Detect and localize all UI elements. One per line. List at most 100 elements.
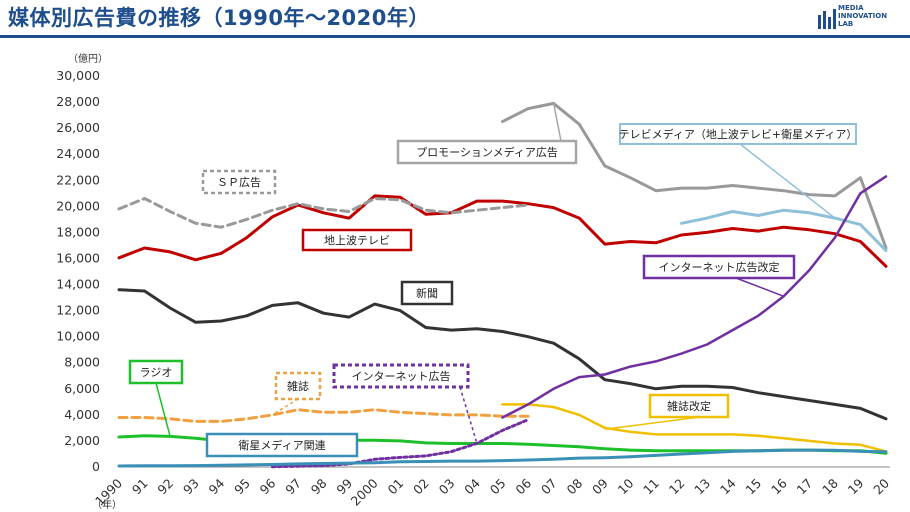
y-tick-label: 18,000 [56, 224, 100, 239]
x-tick-label: 11 [640, 476, 662, 498]
series-line-satellite [117, 448, 888, 468]
series-line-terrestrial_tv [117, 194, 888, 268]
y-tick-label: 16,000 [56, 250, 100, 265]
x-tick-label: 13 [691, 476, 713, 498]
series-layer [117, 101, 888, 469]
series-line-magazine_revised [501, 403, 888, 453]
annotation-tv_media: テレビメディア（地上波テレビ+衛星メディア） [619, 123, 858, 219]
annotation-box [400, 280, 454, 306]
x-tick-label: 97 [282, 476, 304, 498]
x-tick-label: 98 [308, 475, 330, 497]
annotation-label: インターネット広告改定 [659, 260, 780, 274]
annotation-promotion: プロモーションメディア広告 [396, 103, 578, 165]
series-line-magazine [117, 408, 530, 423]
annotation-box [619, 123, 857, 145]
page-title: 媒体別広告費の推移（1990年～2020年） [8, 6, 430, 30]
y-tick-label: 8,000 [64, 355, 100, 370]
x-tick-label: 93 [180, 476, 202, 498]
annotation-label: ラジオ [140, 366, 173, 379]
title-divider [0, 35, 910, 38]
annotation-leader-line [604, 416, 701, 430]
y-tick-label: 24,000 [56, 146, 100, 161]
annotation-newspaper: 新聞 [400, 280, 454, 306]
x-tick-label: 96 [257, 475, 279, 497]
y-tick-label: 12,000 [56, 303, 100, 318]
annotation-magazine: 雑誌 [272, 371, 322, 416]
series-line-sp [117, 197, 530, 229]
x-tick-label: 12 [666, 476, 688, 498]
x-tick-label: 07 [538, 476, 560, 498]
annotation-leader-line [739, 143, 836, 219]
annotation-box [301, 228, 413, 252]
annotation-radio: ラジオ [128, 359, 184, 437]
annotation-terrestrial_tv: 地上波テレビ [301, 228, 413, 252]
annotation-leader-line [735, 277, 785, 297]
x-tick-label: 92 [154, 476, 176, 498]
annotation-box [332, 363, 470, 389]
x-tick-label: 02 [410, 476, 432, 498]
annotation-leader-line [459, 386, 478, 444]
logo-text: MEDIA INNOVATION LAB [838, 4, 887, 28]
x-tick-label: 2000 [348, 475, 381, 508]
x-tick-label: 01 [385, 476, 407, 498]
x-tick-label: 18 [819, 475, 841, 497]
annotation-label: インターネット広告 [352, 370, 451, 383]
x-tick-label: 06 [512, 475, 534, 497]
y-tick-label: 10,000 [56, 329, 100, 344]
x-tick-label: 08 [563, 475, 585, 497]
y-tick-label: 4,000 [64, 407, 100, 422]
series-line-newspaper [117, 288, 888, 421]
y-tick-label: 30,000 [56, 68, 100, 83]
logo-line-3: LAB [838, 20, 854, 28]
annotation-label: 地上波テレビ [324, 234, 390, 247]
annotation-sp: ＳＰ広告 [201, 169, 277, 195]
annotation-magazine_revised: 雑誌改定 [604, 393, 730, 430]
y-tick-label: 6,000 [64, 381, 100, 396]
annotation-box [201, 169, 277, 195]
logo-line-1: MEDIA [838, 4, 864, 12]
x-tick-label: 09 [589, 475, 611, 497]
series-line-tv_media [680, 208, 888, 253]
y-tick-label: 20,000 [56, 198, 100, 213]
series-line-promotion [501, 101, 888, 250]
annotation-label: プロモーションメディア広告 [416, 145, 558, 159]
x-tick-label: 05 [487, 476, 509, 498]
annotation-box [642, 254, 796, 280]
x-tick-label: 20 [870, 475, 892, 497]
annotation-label: 雑誌改定 [667, 399, 711, 413]
annotation-box [648, 393, 730, 419]
y-tick-label: 26,000 [56, 120, 100, 135]
annotation-label: ＳＰ広告 [217, 176, 261, 189]
y-tick-label: 0 [92, 459, 100, 474]
media-innovation-lab-logo [818, 9, 836, 29]
annotation-box [205, 432, 359, 458]
annotation-box [128, 359, 184, 385]
x-tick-label: 16 [768, 475, 790, 497]
series-line-internet [270, 418, 530, 469]
annotation-leader-line [552, 103, 562, 142]
y-tick-label: 28,000 [56, 94, 100, 109]
x-axis-unit-label: （年） [92, 498, 122, 511]
y-tick-label: 22,000 [56, 172, 100, 187]
annotation-label: 新聞 [416, 286, 438, 300]
annotation-internet_revised: インターネット広告改定 [642, 254, 796, 297]
x-tick-label: 95 [231, 476, 253, 498]
x-tick-label: 91 [129, 476, 151, 498]
series-line-internet_revised [501, 175, 888, 419]
x-tick-label: 04 [461, 475, 483, 497]
annotation-leader-line [155, 382, 171, 437]
annotation-box [274, 371, 322, 401]
logo-line-2: INNOVATION [838, 12, 888, 20]
annotation-label: テレビメディア（地上波テレビ+衛星メディア） [619, 127, 858, 141]
annotation-layer: プロモーションメディア広告 テレビメディア（地上波テレビ+衛星メディア） ＳＰ広告地… [128, 103, 858, 458]
annotation-label: 衛星メディア関連 [238, 438, 325, 452]
annotation-label: 雑誌 [287, 379, 309, 393]
x-tick-label: 10 [615, 475, 637, 497]
x-tick-label: 19 [845, 475, 867, 497]
x-tick-label: 03 [436, 476, 458, 498]
y-tick-label: 14,000 [56, 277, 100, 292]
y-axis-unit-label: （億円） [68, 52, 108, 65]
annotation-leader-line [272, 398, 299, 416]
annotation-box [396, 139, 578, 165]
